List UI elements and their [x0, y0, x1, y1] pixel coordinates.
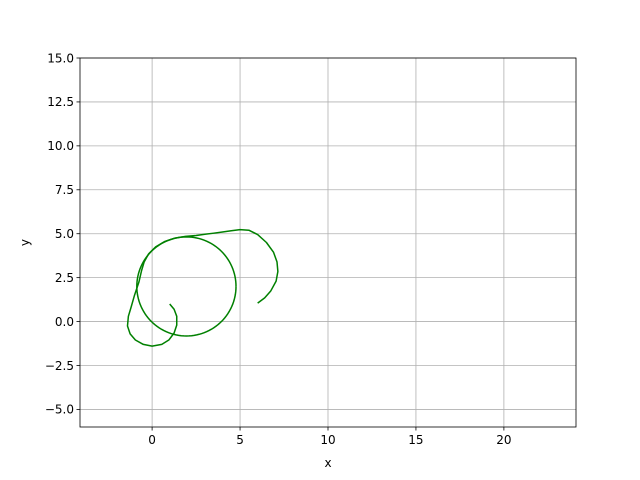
x-axis-label: x	[324, 456, 331, 470]
series-line-2	[136, 236, 237, 337]
grid	[80, 57, 576, 427]
y-tick-label: −2.5	[45, 359, 74, 373]
x-tick-label: 0	[148, 433, 156, 447]
y-axis-label: y	[18, 239, 32, 246]
x-tick-label: 10	[320, 433, 335, 447]
y-tick-label: 10.0	[47, 139, 74, 153]
x-tick-label: 15	[408, 433, 423, 447]
y-tick-label: 7.5	[55, 183, 74, 197]
x-axis-ticks: 0 5 10 15 20	[148, 427, 512, 447]
y-tick-label: 12.5	[47, 95, 74, 109]
data-series	[126, 228, 279, 347]
y-tick-label: 2.5	[55, 271, 74, 285]
x-tick-label: 5	[236, 433, 244, 447]
y-axis-ticks: −5.0 −2.5 0.0 2.5 5.0 7.5 10.0 12.5 15.0	[45, 51, 80, 417]
x-tick-label: 20	[496, 433, 511, 447]
y-tick-label: 5.0	[55, 227, 74, 241]
y-tick-label: 15.0	[47, 51, 74, 65]
y-tick-label: 0.0	[55, 315, 74, 329]
y-tick-label: −5.0	[45, 403, 74, 417]
